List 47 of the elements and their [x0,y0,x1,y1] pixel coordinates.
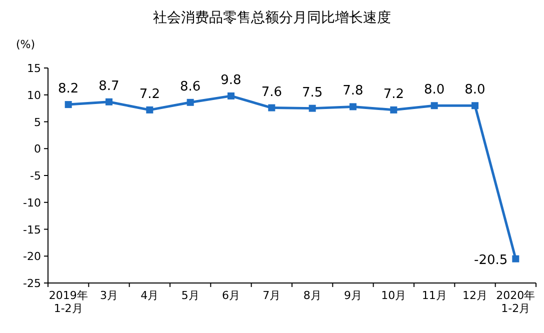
data-label: 8.0 [464,82,486,98]
y-tick-label: -15 [23,223,41,236]
y-tick-label: 15 [27,62,41,75]
point [228,92,234,100]
data-label: 7.6 [261,84,282,100]
point [308,104,316,112]
y-tick-label: -25 [23,277,41,290]
data-label: 7.2 [383,86,404,102]
y-tick-label: 0 [34,142,41,156]
y-tick-label: 10 [27,88,41,102]
data-label: 8.7 [98,78,120,94]
x-tick-label: 12月 [462,289,488,302]
y-tick-label: 5 [34,116,41,129]
x-tick-label: 6月 [222,289,240,302]
chart-title: 社会消费品零售总额分月同比增长速度 [153,10,391,26]
data-label: 7.2 [139,86,160,102]
y-tick-label: -20 [23,250,41,264]
x-tick-label: 2020年 1-2月 [496,289,536,316]
x-tick-label: 8月 [303,289,322,302]
data-label: 7.5 [302,85,323,100]
data-label: -20.5 [474,252,508,268]
data-label: 9.8 [220,72,242,88]
point [106,98,112,106]
data-label: 8.2 [58,82,79,97]
x-tick-label: 5月 [181,289,200,302]
point [512,255,520,262]
point [268,104,276,112]
x-tick-label: 9月 [344,289,362,302]
x-tick-label: 7月 [262,289,281,302]
data-label: 8.6 [180,79,201,94]
point [64,101,72,108]
x-tick-label: 4月 [140,289,159,302]
y-tick-label: -10 [23,196,41,210]
point [430,102,438,110]
y-axis-title: (%) [16,38,36,51]
point [350,103,356,110]
x-tick-label: 2019年 1-2月 [48,289,88,316]
y-tick-label: -5 [30,170,41,182]
point [472,102,478,110]
point [186,98,194,106]
x-tick-label: 3月 [100,289,118,302]
data-label: 7.8 [342,84,364,99]
x-tick-label: 10月 [381,289,406,302]
point [390,106,398,114]
x-tick-label: 11月 [422,289,447,302]
point [146,106,154,114]
data-label: 8.0 [424,82,445,98]
